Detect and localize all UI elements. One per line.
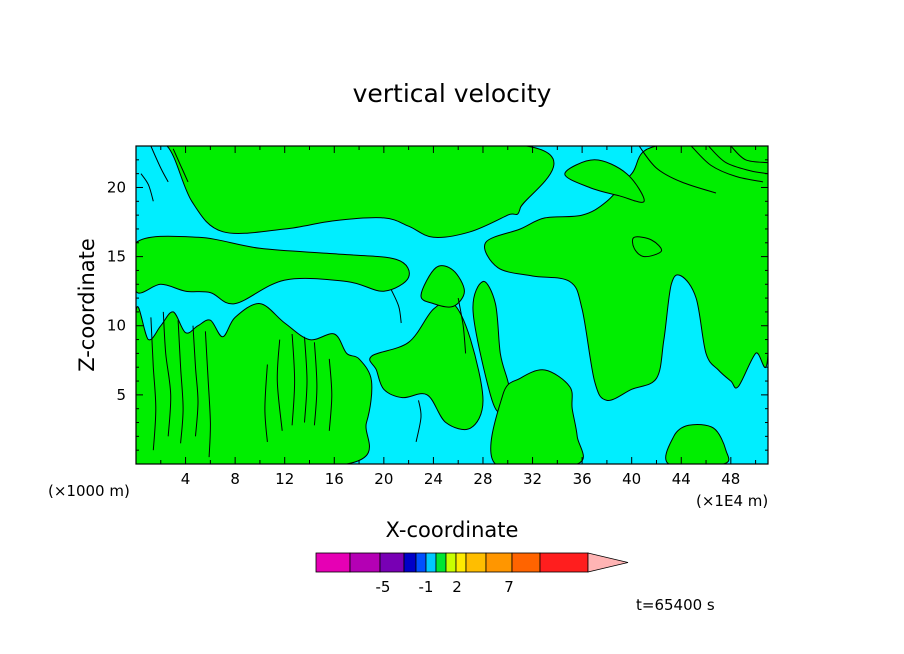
positive-velocity-regions <box>136 146 768 464</box>
contour-line-19 <box>457 298 467 354</box>
positive-region-1 <box>136 235 410 305</box>
positive-region-3 <box>369 300 484 431</box>
y-tick-label: 5 <box>116 386 126 404</box>
y-tick-label: 10 <box>107 317 126 335</box>
contour-line-18 <box>390 289 402 324</box>
chart-title: vertical velocity <box>353 79 552 108</box>
x-tick-label: 48 <box>721 470 740 488</box>
x-tick-label: 8 <box>230 470 240 488</box>
x-tick-label: 16 <box>325 470 344 488</box>
colorbar-label: 7 <box>504 578 514 596</box>
colorbar-swatch-9 <box>465 552 487 573</box>
x-tick-label: 20 <box>374 470 393 488</box>
contour-line-17 <box>328 358 333 431</box>
x-tick-label: 32 <box>523 470 542 488</box>
contour-line-14 <box>291 333 296 426</box>
x-unit-left: (×1000 m) <box>48 482 130 500</box>
y-tick-label: 20 <box>107 178 126 196</box>
contour-line-0 <box>140 173 154 202</box>
contour-line-1 <box>150 146 169 183</box>
colorbar-swatch-0 <box>315 552 351 573</box>
y-axis-ticks: 5 10 15 20 <box>107 159 768 451</box>
contour-line-4 <box>690 146 764 183</box>
y-tick-label: 15 <box>107 248 126 266</box>
x-tick-label: 24 <box>424 470 443 488</box>
positive-region-6 <box>490 369 584 464</box>
x-unit-right: (×1E4 m) <box>696 492 768 510</box>
x-tick-label: 28 <box>473 470 492 488</box>
contour-line-11 <box>204 331 211 458</box>
contour-line-16 <box>313 342 318 426</box>
colorbar-swatch-12 <box>539 552 589 573</box>
x-tick-label: 12 <box>275 470 294 488</box>
positive-region-8 <box>631 236 663 258</box>
contour-line-10 <box>192 325 199 437</box>
x-tick-label: 36 <box>573 470 592 488</box>
colorbar: -5 -1 2 7 <box>315 552 629 596</box>
x-axis-ticks: 4 8 12 16 20 24 28 32 36 40 44 48 <box>160 146 757 488</box>
positive-region-10 <box>564 159 645 203</box>
contour-line-20 <box>415 400 422 442</box>
colorbar-swatch-10 <box>485 552 513 573</box>
colorbar-label: -1 <box>419 578 434 596</box>
contour-line-8 <box>162 311 172 437</box>
positive-region-9 <box>665 423 730 464</box>
colorbar-swatch-3 <box>403 552 417 573</box>
positive-region-5 <box>472 280 515 416</box>
colorbar-swatch-2 <box>379 552 405 573</box>
x-tick-label: 44 <box>672 470 691 488</box>
contour-line-3 <box>638 146 717 194</box>
positive-region-2 <box>136 303 373 464</box>
x-tick-label: 4 <box>181 470 191 488</box>
colorbar-swatch-4 <box>415 552 427 573</box>
contour-line-13 <box>276 339 283 431</box>
positive-region-4 <box>420 265 465 308</box>
colorbar-swatch-7 <box>445 552 457 573</box>
colorbar-swatch-1 <box>349 552 381 573</box>
contour-lines <box>140 146 768 458</box>
contour-line-15 <box>304 336 308 423</box>
contour-line-12 <box>264 364 268 442</box>
y-axis-label: Z-coordinate <box>75 238 99 372</box>
colorbar-label: 2 <box>452 578 462 596</box>
colorbar-label: -5 <box>376 578 391 596</box>
colorbar-extend-arrow <box>587 552 629 573</box>
colorbar-swatch-8 <box>455 552 467 573</box>
time-label: t=65400 s <box>636 596 715 614</box>
contour-line-9 <box>177 320 184 444</box>
x-tick-label: 40 <box>622 470 641 488</box>
contour-line-6 <box>730 146 768 164</box>
contour-line-7 <box>150 317 157 451</box>
x-axis-label: X-coordinate <box>386 518 519 542</box>
positive-region-0 <box>136 146 555 238</box>
plot-frame <box>135 145 769 465</box>
contour-line-5 <box>708 146 768 175</box>
colorbar-swatch-6 <box>435 552 447 573</box>
contour-line-2 <box>172 148 189 183</box>
colorbar-swatch-11 <box>511 552 541 573</box>
colorbar-swatch-5 <box>425 552 437 573</box>
